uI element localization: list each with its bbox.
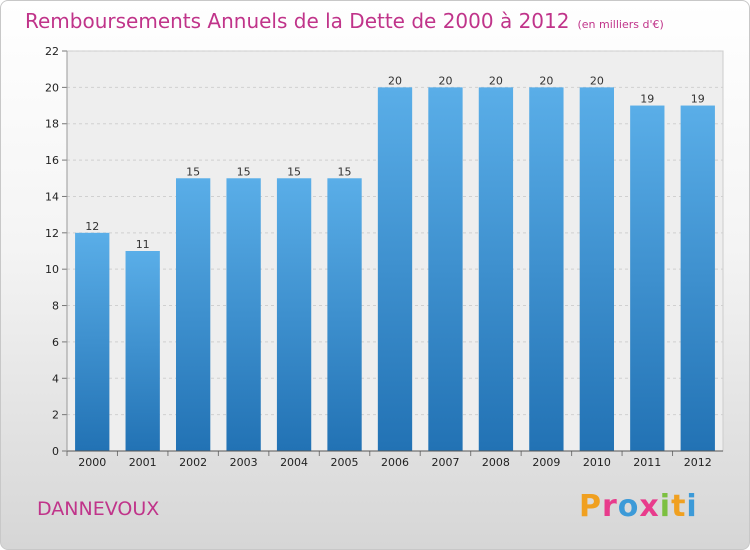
- x-tick-label: 2002: [179, 456, 207, 469]
- logo-letter: x: [639, 489, 660, 524]
- bar-value-label: 15: [186, 165, 200, 178]
- y-tick-label: 18: [45, 118, 59, 131]
- logo-letter: P: [579, 489, 602, 524]
- bar-value-label: 11: [136, 238, 150, 251]
- bar-value-label: 15: [338, 165, 352, 178]
- bar-value-label: 19: [640, 93, 654, 106]
- y-tick-label: 20: [45, 81, 59, 94]
- x-tick-label: 2000: [78, 456, 106, 469]
- x-tick-label: 2003: [230, 456, 258, 469]
- chart-title: Remboursements Annuels de la Dette de 20…: [25, 9, 664, 33]
- x-tick-label: 2009: [532, 456, 560, 469]
- y-tick-label: 16: [45, 154, 59, 167]
- logo-letter: o: [617, 489, 640, 524]
- y-tick-label: 0: [52, 445, 59, 458]
- bar-2010: [579, 87, 615, 451]
- x-tick-label: 2010: [583, 456, 611, 469]
- x-tick-label: 2006: [381, 456, 409, 469]
- x-tick-label: 2011: [633, 456, 661, 469]
- bar-2009: [529, 87, 564, 451]
- bar-2008: [478, 87, 514, 451]
- bar-value-label: 15: [237, 165, 251, 178]
- bar-2007: [428, 87, 463, 451]
- x-tick-label: 2005: [331, 456, 359, 469]
- y-tick-label: 10: [45, 263, 59, 276]
- bar-value-label: 20: [388, 74, 402, 87]
- logo-letter: i: [686, 489, 698, 524]
- y-tick-label: 2: [52, 409, 59, 422]
- bar-2003: [226, 178, 261, 452]
- logo-letter: i: [659, 489, 672, 524]
- bar-value-label: 20: [590, 74, 604, 87]
- bar-2000: [75, 232, 110, 451]
- bar-2012: [680, 105, 715, 451]
- bar-value-label: 20: [438, 74, 452, 87]
- x-tick-label: 2008: [482, 456, 510, 469]
- bar-value-label: 20: [489, 74, 503, 87]
- bar-2002: [175, 178, 211, 452]
- bars: 12 11 15 15 15 15 20 20 20 20 20 19 19: [75, 74, 715, 452]
- proxiti-logo: Proxiti: [579, 489, 698, 524]
- logo-letter: t: [671, 489, 687, 524]
- x-tick-label: 2007: [431, 456, 459, 469]
- y-tick-label: 6: [52, 336, 59, 349]
- bar-value-label: 15: [287, 165, 301, 178]
- x-axis-labels: 2000 2001 2002 2003 2004 2005 2006 2007 2008 2009…: [66, 451, 712, 469]
- y-tick-label: 8: [52, 300, 59, 313]
- x-tick-label: 2001: [129, 456, 157, 469]
- bar-2004: [276, 178, 312, 452]
- y-tick-label: 12: [45, 227, 59, 240]
- bar-2005: [327, 178, 362, 452]
- x-tick-label: 2012: [684, 456, 712, 469]
- bar-value-label: 12: [85, 220, 99, 233]
- bar-2006: [377, 87, 413, 451]
- y-tick-label: 22: [45, 45, 59, 58]
- city-name: DANNEVOUX: [37, 498, 160, 520]
- y-tick-label: 4: [52, 372, 59, 385]
- bar-2001: [125, 251, 160, 451]
- logo-letter: r: [602, 489, 618, 524]
- chart-unit: (en milliers d'€): [577, 18, 664, 31]
- bar-value-label: 19: [691, 93, 705, 106]
- x-tick-label: 2004: [280, 456, 308, 469]
- chart-title-text: Remboursements Annuels de la Dette de 20…: [25, 9, 570, 33]
- y-axis-labels: 0 2 4 6 8 10 12 14 16 18 20 22: [45, 45, 59, 458]
- y-tick-label: 14: [45, 190, 59, 203]
- bar-2011: [630, 105, 665, 451]
- bar-value-label: 20: [539, 74, 553, 87]
